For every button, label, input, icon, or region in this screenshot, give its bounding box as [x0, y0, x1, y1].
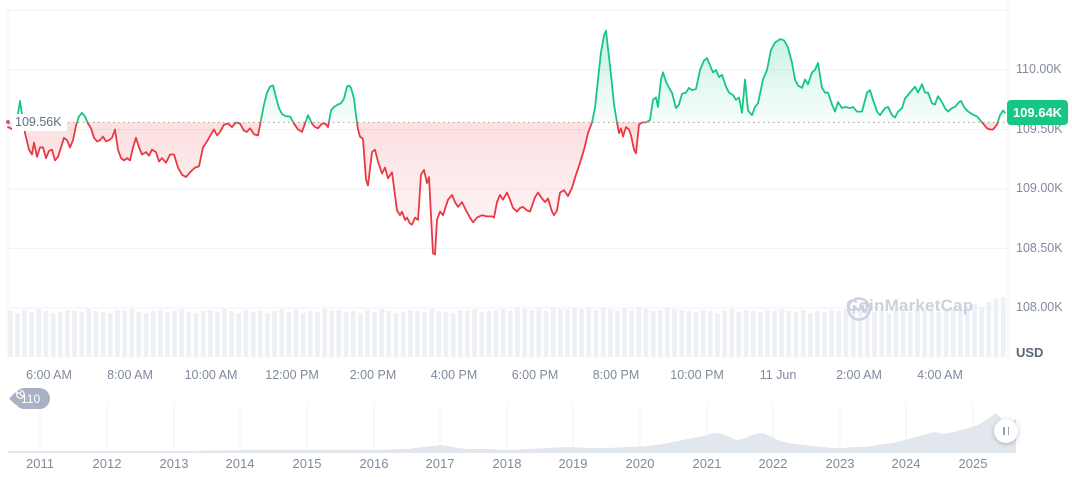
y-axis-unit-label: USD	[1016, 345, 1044, 360]
coinmarketcap-watermark: CoinMarketCap	[846, 296, 974, 321]
coinmarketcap-logo-icon	[847, 297, 871, 321]
history-count-pill[interactable]: 110	[14, 388, 51, 409]
minimap-year-label: 2025	[958, 456, 988, 471]
y-axis-tick: 109.00K	[1016, 181, 1063, 195]
minimap-year-label: 2016	[359, 456, 389, 471]
x-axis-tick: 6:00 AM	[26, 368, 72, 382]
baseline-dot-icon	[6, 120, 10, 125]
current-price-badge: 109.64K	[1007, 100, 1068, 126]
x-axis-tick: 10:00 AM	[184, 368, 238, 382]
minimap-year-label: 2015	[292, 456, 322, 471]
x-axis-tick: 2:00 AM	[836, 368, 882, 382]
minimap-year-label: 2013	[159, 456, 189, 471]
x-axis-tick: 10:00 PM	[670, 368, 724, 382]
minimap-year-label: 2011	[26, 456, 54, 471]
minimap-year-label: 2021	[692, 456, 722, 471]
x-axis-tick: 4:00 AM	[917, 368, 963, 382]
x-axis-tick: 8:00 AM	[107, 368, 153, 382]
watermark-text: CoinMarketCap	[846, 296, 974, 315]
minimap-year-label: 2022	[758, 456, 788, 471]
y-axis-tick: 110.00K	[1016, 62, 1062, 76]
history-clock-icon	[16, 389, 25, 399]
minimap-year-label: 2012	[92, 456, 122, 471]
y-axis-tick: 108.00K	[1016, 300, 1063, 314]
history-count: 110	[21, 391, 41, 406]
minimap-year-label: 2023	[825, 456, 855, 471]
minimap-year-label: 2014	[225, 456, 255, 471]
x-axis-tick: 2:00 PM	[349, 368, 397, 382]
minimap-year-label: 2020	[625, 456, 655, 471]
minimap-year-label: 2019	[558, 456, 588, 471]
x-axis-tick: 8:00 PM	[592, 368, 640, 382]
y-axis-tick: 108.50K	[1016, 240, 1063, 255]
minimap-year-label: 2018	[492, 456, 522, 471]
x-axis-tick: 12:00 PM	[265, 368, 319, 382]
x-axis-tick: 6:00 PM	[511, 368, 559, 382]
range-scrubber-handle[interactable]	[994, 419, 1018, 443]
minimap-year-label: 2017	[425, 456, 455, 471]
x-axis-tick: 4:00 PM	[430, 368, 478, 382]
minimap-year-label: 2024	[891, 456, 921, 471]
baseline-price-label: 109.56K	[12, 113, 67, 131]
x-axis-tick: 11 Jun	[759, 368, 797, 382]
